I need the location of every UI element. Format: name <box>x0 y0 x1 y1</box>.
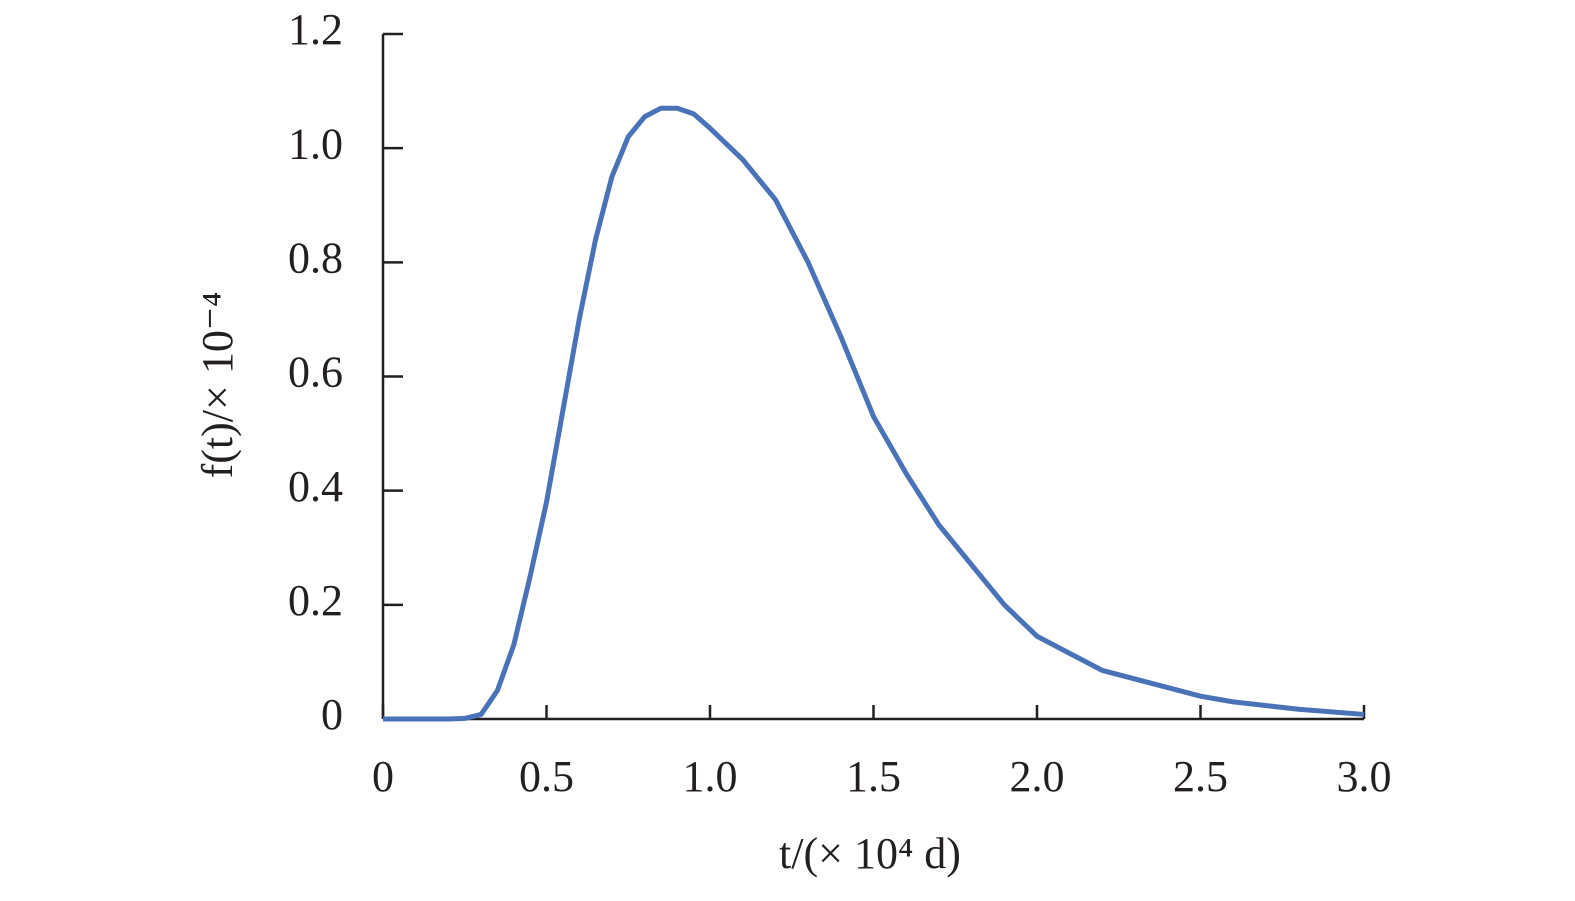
y-tick-label: 0.4 <box>288 462 343 511</box>
y-tick-label: 0.6 <box>288 348 343 397</box>
x-tick-label: 0 <box>372 752 394 801</box>
x-tick-label: 3.0 <box>1337 752 1392 801</box>
y-tick-label: 1.0 <box>288 119 343 168</box>
x-tick-label: 1.0 <box>683 752 738 801</box>
y-tick-label: 0.2 <box>288 576 343 625</box>
x-axis-label: t/(× 10⁴ d) <box>779 829 961 878</box>
x-tick-label: 1.5 <box>846 752 901 801</box>
y-tick-label: 0 <box>321 690 343 739</box>
y-tick-label: 1.2 <box>288 5 343 54</box>
y-tick-label: 0.8 <box>288 233 343 282</box>
line-series <box>383 105 1365 722</box>
x-tick-label: 2.5 <box>1173 752 1228 801</box>
y-axis-label: f(t)/× 10⁻⁴ <box>193 292 242 479</box>
x-tick-label: 2.0 <box>1010 752 1065 801</box>
x-tick-label: 0.5 <box>519 752 574 801</box>
